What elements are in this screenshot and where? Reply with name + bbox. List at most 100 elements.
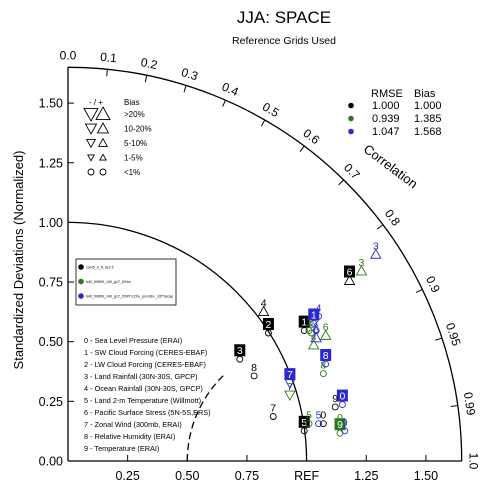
triangle-up-marker xyxy=(95,106,111,121)
point-label-box xyxy=(344,265,356,278)
point-label: 3 xyxy=(359,257,365,269)
point-label: 2 xyxy=(266,319,272,331)
point-label-box xyxy=(320,349,332,362)
data-point: 4 xyxy=(315,302,322,320)
circle-marker xyxy=(319,420,327,428)
variable-name: Land 2-m Temperature (Willmott) xyxy=(95,396,202,405)
case-label: b40_f09f09_140_g17_f2Hro xyxy=(86,280,131,284)
variable-name: LW Cloud Forcing (CERES-EBAF) xyxy=(95,360,206,369)
triangle-up-marker xyxy=(370,248,382,259)
variable-legend-item: 4 - Ocean Rainfall (30N-30S, GPCP) xyxy=(84,384,203,393)
rms-arc xyxy=(186,373,226,462)
circle-marker xyxy=(319,370,327,378)
y-tick-label: 1.00 xyxy=(39,216,63,230)
variable-index: 1 xyxy=(84,348,88,357)
variable-name: Sea Level Pressure (ERAI) xyxy=(95,336,183,345)
series-dot xyxy=(348,115,354,122)
bias-legend-sign: - / + xyxy=(89,98,103,107)
point-label: 3 xyxy=(237,345,243,357)
grid-lines xyxy=(67,221,308,462)
corr-tick xyxy=(144,75,148,83)
point-label: 2 xyxy=(313,317,319,329)
point-label-box xyxy=(336,389,348,402)
ref-label: REF xyxy=(294,469,319,483)
triangle-down-marker xyxy=(83,107,99,122)
series-bias: 1.000 xyxy=(414,100,442,112)
circle-marker xyxy=(250,372,258,380)
point-label-box xyxy=(234,344,246,357)
variable-separator: - xyxy=(88,348,95,357)
variable-name: SW Cloud Forcing (CERES-EBAF) xyxy=(95,348,208,357)
point-label: 1 xyxy=(311,309,317,321)
bias-legend-label: 1-5% xyxy=(124,154,143,163)
circle-marker xyxy=(315,420,322,428)
corr-tick xyxy=(106,69,108,77)
case-dot xyxy=(78,278,84,285)
variable-separator: - xyxy=(88,444,94,453)
variable-index: 0 xyxy=(84,336,88,345)
variable-legend-item: 0 - Sea Level Pressure (ERAI) xyxy=(84,336,182,345)
triangle-up-marker xyxy=(307,339,320,350)
point-label: 0 xyxy=(320,410,326,422)
bias-legend-label: 5-10% xyxy=(124,139,147,148)
corr-tick-label: 0.5 xyxy=(260,100,282,121)
data-point: 4 xyxy=(257,298,270,316)
data-point: 3 xyxy=(234,344,246,363)
triangle-down-marker xyxy=(84,123,98,135)
data-point: 7 xyxy=(284,368,296,390)
point-label-box xyxy=(284,368,296,381)
corr-tick xyxy=(183,85,187,93)
point-label-box xyxy=(334,418,346,431)
y-tick-label: 0.25 xyxy=(39,395,63,409)
data-point: 8 xyxy=(320,349,332,368)
data-point: 7 xyxy=(284,381,296,401)
data-point: 9 xyxy=(331,393,339,411)
corr-tick-label: 0.4 xyxy=(220,80,241,100)
point-label: 8 xyxy=(251,362,257,374)
x-tick-label: 0.25 xyxy=(115,469,139,483)
chart-title: JJA: SPACE xyxy=(237,8,331,27)
data-point: 1 xyxy=(298,315,310,335)
triangle-up-marker xyxy=(355,265,368,276)
series-bias: 1.385 xyxy=(414,113,442,125)
stats-header-rmse: RMSE xyxy=(371,88,403,100)
variable-index: 3 xyxy=(84,372,88,381)
data-point: 5 xyxy=(315,410,322,428)
variable-separator: - xyxy=(88,336,95,345)
data-point: 9 xyxy=(341,417,349,435)
circle-marker xyxy=(87,168,95,176)
stats-header-bias: Bias xyxy=(414,88,436,100)
variable-separator: - xyxy=(88,360,95,369)
plot-frame xyxy=(67,66,463,462)
triangle-down-marker xyxy=(85,139,97,149)
corr-tick xyxy=(338,179,344,186)
variable-separator: - xyxy=(88,432,95,441)
bias-legend-title: Bias xyxy=(124,98,140,107)
case-legend-box xyxy=(75,258,177,306)
data-point: 3 xyxy=(355,257,368,276)
variable-name: Relative Humidity (ERAI) xyxy=(95,432,176,441)
bias-legend-label: <1% xyxy=(124,168,140,177)
data-point: 3 xyxy=(370,240,382,259)
triangle-up-marker xyxy=(257,305,270,316)
variable-name: Land Rainfall (30N-30S, GPCP) xyxy=(95,372,198,381)
variable-legend-item: 7 - Zonal Wind (300mb, ERAI) xyxy=(84,420,182,429)
y-tick-label: 1.25 xyxy=(39,156,63,170)
point-label: 0 xyxy=(337,412,343,424)
point-label: 5 xyxy=(316,410,322,422)
data-point: 7 xyxy=(269,403,277,420)
corr-tick-label: 0.2 xyxy=(140,55,159,72)
variable-legend-item: 5 - Land 2-m Temperature (Willmott) xyxy=(84,396,201,405)
variable-name: Pacific Surface Stress (5N-5S,ERS) xyxy=(95,408,211,417)
point-label: 3 xyxy=(373,240,379,252)
variable-separator: - xyxy=(88,420,95,429)
series-rmse: 1.000 xyxy=(372,100,400,112)
y-axis-label: Standardized Deviations (Normalized) xyxy=(11,151,26,370)
series-rmse: 1.047 xyxy=(372,126,400,138)
bias-legend-label: 10-20% xyxy=(124,125,152,134)
point-label: 9 xyxy=(332,393,338,405)
point-label: 9 xyxy=(342,417,348,429)
circle-marker xyxy=(341,427,349,435)
point-label: 0 xyxy=(339,391,345,403)
bias-legend-label: >20% xyxy=(124,110,145,119)
